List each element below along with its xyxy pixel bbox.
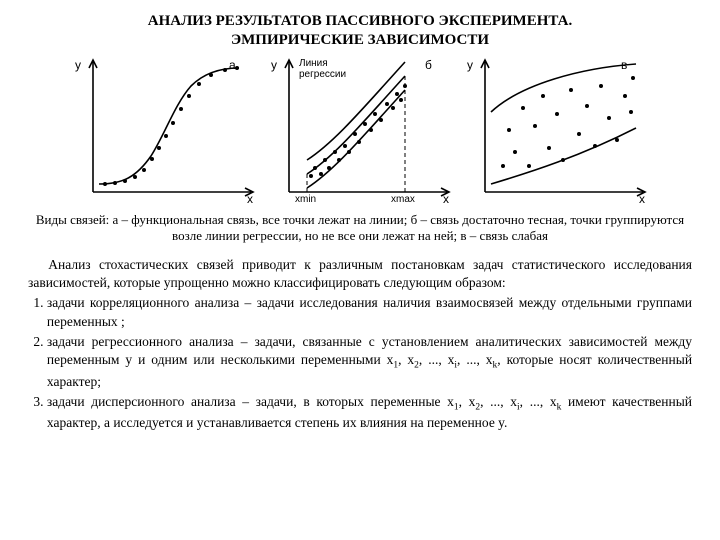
list-item-2: задачи регрессионного анализа – задачи, …	[47, 333, 692, 391]
sub-2b: 2	[475, 402, 480, 412]
task-list: задачи корреляционного анализа – задачи …	[28, 294, 692, 432]
panel-label: б	[425, 58, 432, 72]
axis-y-label: y	[75, 58, 81, 72]
chart-b: y x б Линия регрессии xmin xmax	[265, 56, 455, 206]
chart-a: y x а	[69, 56, 259, 206]
xmax-label: xmax	[391, 194, 415, 205]
page-title: АНАЛИЗ РЕЗУЛЬТАТОВ ПАССИВНОГО ЭКСПЕРИМЕН…	[28, 12, 692, 50]
charts-row: y x а y x б Линия регрессии xmin xmax y x в	[28, 56, 692, 206]
list-item-1: задачи корреляционного анализа – задачи …	[47, 294, 692, 330]
panel-label: а	[229, 58, 236, 72]
axis-x-label: x	[639, 192, 645, 206]
sub-i: i	[454, 361, 457, 371]
page: АНАЛИЗ РЕЗУЛЬТАТОВ ПАССИВНОГО ЭКСПЕРИМЕН…	[0, 0, 720, 442]
panel-label: в	[621, 58, 627, 72]
regression-label: Линия регрессии	[299, 58, 346, 80]
list-item-3: задачи дисперсионного анализа – задачи, …	[47, 393, 692, 433]
xmin-label: xmin	[295, 194, 316, 205]
axis-y-label: y	[467, 58, 473, 72]
list-item-3-text-a: задачи дисперсионного анализа – задачи, …	[47, 394, 454, 409]
sub-2: 2	[414, 361, 419, 371]
intro-paragraph: Анализ стохастических связей приводит к …	[28, 256, 692, 292]
axis-x-label: x	[443, 192, 449, 206]
chart-c: y x в	[461, 56, 651, 206]
list-item-1-text: задачи корреляционного анализа – задачи …	[47, 295, 692, 328]
sub-ib: i	[517, 402, 520, 412]
sub-1b: 1	[454, 402, 459, 412]
figure-caption: Виды связей: а – функциональная связь, в…	[32, 212, 688, 245]
axis-y-label: y	[271, 58, 277, 72]
body-text: Анализ стохастических связей приводит к …	[28, 256, 692, 432]
sub-1: 1	[393, 361, 398, 371]
title-line-1: АНАЛИЗ РЕЗУЛЬТАТОВ ПАССИВНОГО ЭКСПЕРИМЕН…	[148, 13, 572, 29]
axis-x-label: x	[247, 192, 253, 206]
title-line-2: ЭМПИРИЧЕСКИЕ ЗАВИСИМОСТИ	[231, 32, 489, 48]
